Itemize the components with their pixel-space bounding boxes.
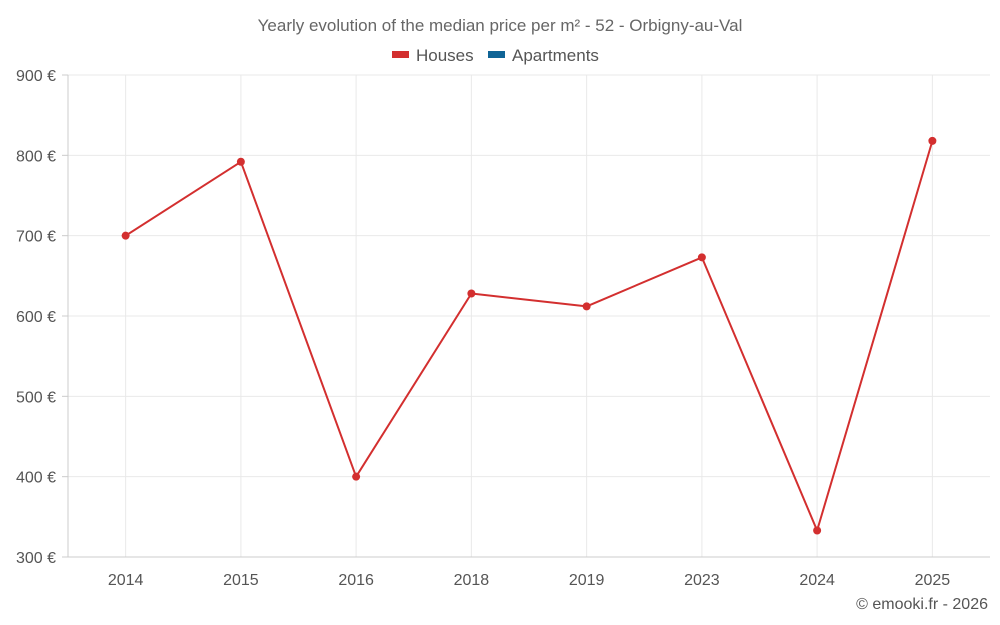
line-chart: Yearly evolution of the median price per… [0,0,1000,625]
y-tick-label: 300 € [16,550,56,567]
data-point-houses[interactable] [928,137,936,145]
data-point-houses[interactable] [583,302,591,310]
x-tick-label: 2025 [915,572,951,589]
x-tick-label: 2015 [223,572,259,589]
x-tick-label: 2019 [569,572,605,589]
credit-text: © emooki.fr - 2026 [856,596,988,613]
legend-swatch-apartments[interactable] [488,51,505,58]
y-tick-label: 700 € [16,229,56,246]
y-tick-label: 600 € [16,309,56,326]
legend-label-houses[interactable]: Houses [416,46,474,65]
legend-label-apartments[interactable]: Apartments [512,46,599,65]
y-tick-label: 400 € [16,470,56,487]
x-tick-label: 2016 [338,572,374,589]
y-tick-label: 900 € [16,68,56,85]
grid [68,75,990,557]
legend-swatch-houses[interactable] [392,51,409,58]
data-point-houses[interactable] [122,232,130,240]
x-axis: 2014 2015 2016 2018 2019 2023 2024 2025 [68,557,990,589]
y-axis: 300 € 400 € 500 € 600 € 700 € 800 € 900 € [16,68,68,567]
legend: Houses Apartments [392,46,599,65]
x-tick-label: 2024 [799,572,835,589]
data-point-houses[interactable] [813,526,821,534]
x-tick-label: 2014 [108,572,144,589]
data-point-houses[interactable] [237,158,245,166]
y-tick-label: 800 € [16,148,56,165]
data-point-houses[interactable] [467,290,475,298]
x-tick-label: 2018 [454,572,490,589]
data-point-houses[interactable] [698,253,706,261]
chart-title: Yearly evolution of the median price per… [258,16,743,35]
x-tick-label: 2023 [684,572,720,589]
data-point-houses[interactable] [352,473,360,481]
y-tick-label: 500 € [16,389,56,406]
series-line-houses [126,141,933,531]
series-houses [122,137,937,535]
